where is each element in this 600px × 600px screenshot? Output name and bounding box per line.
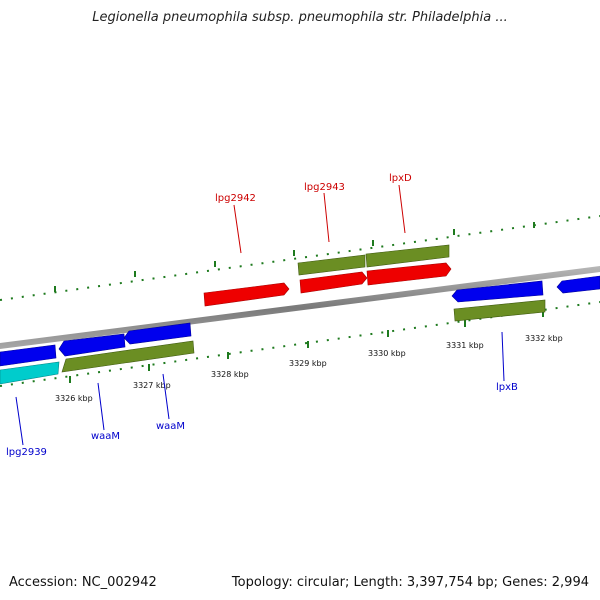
gene-lpxD (366, 262, 452, 286)
gene-blue-left (0, 344, 57, 367)
topology-text: Topology: circular; Length: 3,397,754 bp… (231, 575, 589, 590)
scale-label-3329: 3329 kbp (289, 359, 327, 368)
forward-green-genes (297, 244, 450, 276)
map-title: Legionella pneumophila subsp. pneumophil… (92, 10, 508, 25)
label-lpg2939: lpg2939 (6, 447, 47, 458)
scale-label-3332: 3332 kbp (525, 334, 563, 343)
reverse-inner-genes (0, 299, 546, 385)
gene-waaM-a (58, 333, 126, 357)
label-leaders (15, 184, 505, 446)
gene-green-forward-2 (365, 244, 450, 268)
gene-green-forward-1 (297, 254, 366, 276)
label-lpxB: lpxB (496, 382, 518, 393)
accession-text: Accession: NC_002942 (9, 575, 157, 590)
scale-label-3327: 3327 kbp (133, 381, 171, 390)
reverse-blue-genes (0, 275, 600, 367)
outer-dotted-track (0, 215, 600, 301)
label-lpxD: lpxD (389, 173, 412, 184)
scale-label-3330: 3330 kbp (368, 349, 406, 358)
label-waaM-2: waaM (156, 421, 185, 432)
scale-label-3331: 3331 kbp (446, 341, 484, 350)
inner-dotted-track (0, 301, 600, 387)
gene-lpxB (451, 280, 544, 303)
outer-major-ticks (54, 222, 535, 292)
gene-blue-right (556, 275, 600, 294)
scale-labels: 3326 kbp 3327 kbp 3328 kbp 3329 kbp 3330… (55, 334, 563, 403)
gene-labels: lpg2942 lpg2943 lpxD lpxB waaM waaM lpg2… (6, 173, 518, 458)
inner-major-ticks (69, 310, 544, 383)
scale-label-3328: 3328 kbp (211, 370, 249, 379)
label-lpg2943: lpg2943 (304, 182, 345, 193)
label-lpg2942: lpg2942 (215, 193, 256, 204)
gene-lpg2939 (0, 361, 60, 385)
gene-green-reverse-1 (61, 340, 195, 373)
gene-lpg2943 (299, 271, 368, 294)
gene-green-reverse-2 (453, 299, 546, 322)
forward-red-genes (203, 262, 452, 307)
gene-waaM-b (123, 322, 192, 345)
gene-lpg2942 (203, 282, 290, 307)
scale-label-3326: 3326 kbp (55, 394, 93, 403)
label-waaM-1: waaM (91, 431, 120, 442)
